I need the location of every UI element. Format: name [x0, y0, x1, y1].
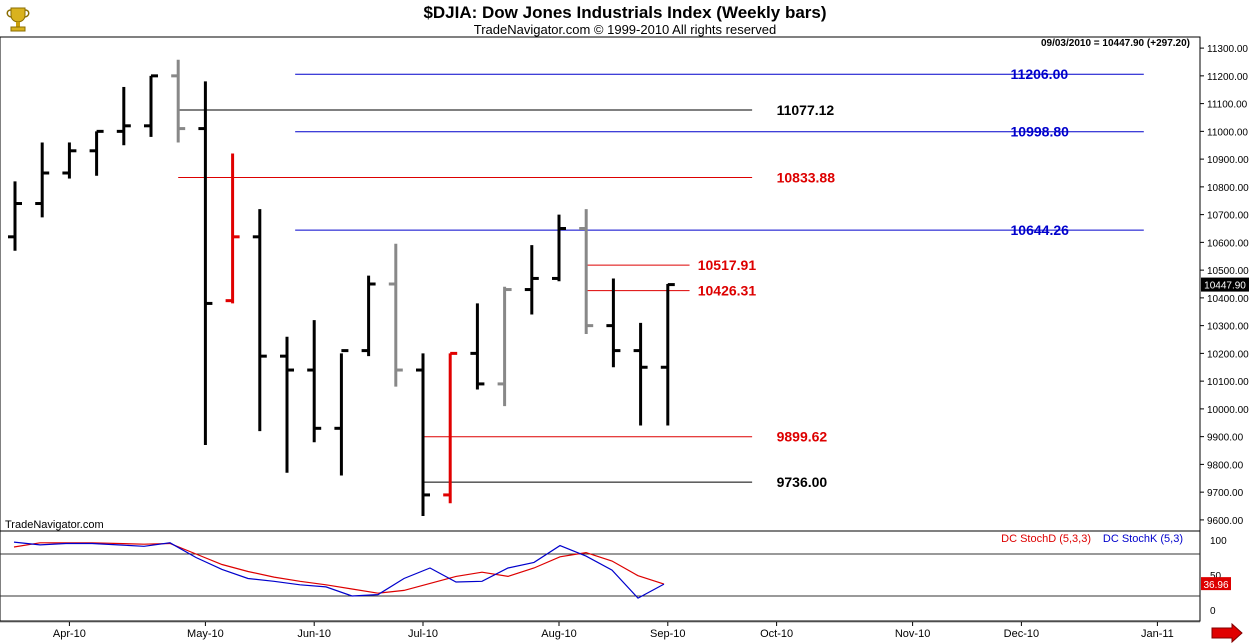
- y-tick-label: 9800.00: [1207, 460, 1244, 471]
- stoch-series-line: [13, 542, 665, 594]
- ohlc-bar: [116, 86, 131, 146]
- ohlc-bar: [524, 245, 539, 315]
- y-tick-label: 10700.00: [1207, 211, 1249, 222]
- x-tick-label: Jul-10: [408, 628, 438, 640]
- watermark-text: TradeNavigator.com: [5, 519, 104, 531]
- level-label: 10833.88: [777, 169, 836, 185]
- ohlc-bar: [579, 209, 594, 334]
- level-label: 9736.00: [777, 474, 828, 490]
- y-tick-label: 10500.00: [1207, 266, 1249, 277]
- ohlc-bar: [552, 214, 566, 282]
- legend-stochd: DC StochD (5,3,3): [1001, 533, 1091, 545]
- x-tick-label: Jan-11: [1141, 628, 1174, 640]
- legend-stochk: DC StochK (5,3): [1103, 533, 1183, 545]
- ohlc-bar: [660, 283, 675, 426]
- ohlc-bar: [225, 153, 240, 304]
- ohlc-bar: [198, 81, 213, 445]
- level-label: 10644.26: [1011, 222, 1070, 238]
- stoch-panel-frame: [0, 530, 1201, 622]
- ohlc-bar: [443, 351, 458, 504]
- y-tick-label: 10000.00: [1207, 405, 1249, 416]
- y-tick-label: 9900.00: [1207, 433, 1244, 444]
- trophy-logo-icon: [3, 4, 33, 34]
- scroll-right-arrow-icon[interactable]: [1211, 622, 1243, 643]
- ohlc-bar: [144, 74, 158, 137]
- x-tick-label: Aug-10: [541, 628, 576, 640]
- x-tick-label: Dec-10: [1004, 628, 1039, 640]
- price-panel-frame: [0, 36, 1201, 532]
- y-tick-label: 11300.00: [1207, 44, 1248, 55]
- ohlc-bar: [89, 129, 104, 176]
- level-label: 10998.80: [1011, 124, 1070, 140]
- stoch-y-tick-label: 50: [1210, 571, 1222, 582]
- ohlc-bar: [171, 59, 186, 143]
- ohlc-bar: [280, 336, 294, 473]
- y-tick-label: 11000.00: [1207, 127, 1248, 138]
- y-tick-label: 10300.00: [1207, 322, 1249, 333]
- y-tick-label: 11100.00: [1207, 100, 1248, 111]
- last-price-tag: 10447.90: [1201, 277, 1249, 292]
- level-label: 9899.62: [777, 429, 828, 445]
- ohlc-bar: [35, 142, 50, 218]
- ohlc-bar: [388, 243, 403, 387]
- ohlc-bar: [62, 142, 77, 179]
- y-tick-label: 9700.00: [1207, 488, 1244, 499]
- level-label: 11206.00: [1011, 66, 1069, 82]
- ohlc-bar: [8, 181, 22, 251]
- info-line: 09/03/2010 = 10447.90 (+297.20): [1041, 38, 1190, 49]
- y-tick-label: 10400.00: [1207, 294, 1249, 305]
- x-tick-label: Jun-10: [297, 628, 331, 640]
- y-tick-label: 10800.00: [1207, 183, 1249, 194]
- ohlc-bar: [470, 303, 485, 390]
- ohlc-bar: [252, 209, 267, 432]
- ohlc-bar: [416, 353, 430, 517]
- last-price-label: 10447.90: [1204, 281, 1246, 292]
- level-label: 11077.12: [777, 102, 835, 118]
- x-tick-label: May-10: [187, 628, 224, 640]
- ohlc-bar: [633, 322, 648, 426]
- y-tick-label: 10900.00: [1207, 155, 1249, 166]
- y-tick-label: 9600.00: [1207, 516, 1244, 527]
- ohlc-bar: [361, 275, 376, 357]
- level-label: 10517.91: [698, 257, 757, 273]
- y-tick-label: 10100.00: [1207, 377, 1249, 388]
- x-tick-label: Apr-10: [53, 628, 86, 640]
- y-tick-label: 10200.00: [1207, 349, 1249, 360]
- ohlc-bar: [334, 349, 349, 476]
- ohlc-bar: [497, 286, 512, 407]
- chart-title: $DJIA: Dow Jones Industrials Index (Week…: [423, 3, 827, 22]
- stoch-series-line: [13, 541, 665, 599]
- y-tick-label: 10600.00: [1207, 238, 1249, 249]
- stoch-last-tag: 36.96: [1201, 577, 1231, 591]
- chart-subtitle: TradeNavigator.com © 1999-2010 All right…: [473, 22, 777, 37]
- ohlc-bar: [307, 320, 322, 443]
- y-tick-label: 11200.00: [1207, 72, 1248, 83]
- x-tick-label: Oct-10: [760, 628, 793, 640]
- x-tick-label: Nov-10: [895, 628, 930, 640]
- x-tick-label: Sep-10: [650, 628, 685, 640]
- level-label: 10426.31: [698, 283, 757, 299]
- ohlc-bar: [606, 278, 621, 368]
- stoch-y-tick-label: 100: [1210, 536, 1227, 547]
- stoch-y-tick-label: 0: [1210, 606, 1216, 617]
- stoch-last-value: 36.96: [1203, 580, 1228, 591]
